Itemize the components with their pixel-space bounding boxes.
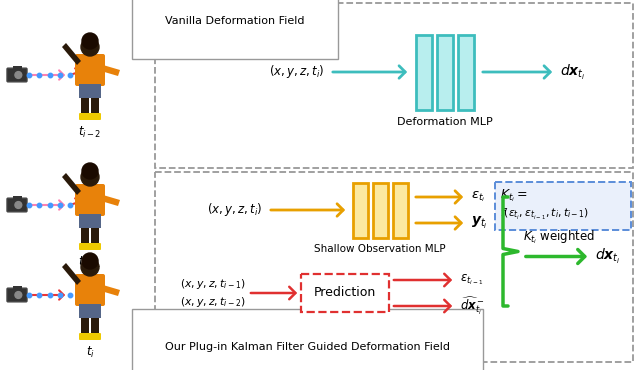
Circle shape [15, 71, 22, 78]
Circle shape [82, 163, 98, 179]
Polygon shape [62, 263, 81, 285]
FancyBboxPatch shape [79, 84, 101, 98]
Text: Deformation MLP: Deformation MLP [397, 117, 493, 127]
Text: $\varepsilon_{t_i}$: $\varepsilon_{t_i}$ [471, 190, 486, 204]
Circle shape [15, 202, 22, 208]
Polygon shape [62, 43, 81, 65]
FancyBboxPatch shape [79, 304, 101, 318]
FancyBboxPatch shape [75, 54, 105, 86]
Text: $(x, y, z, t_i)$: $(x, y, z, t_i)$ [207, 202, 263, 219]
Text: $K_{t_i} =$: $K_{t_i} =$ [500, 188, 527, 204]
FancyBboxPatch shape [79, 333, 91, 340]
FancyBboxPatch shape [91, 228, 99, 244]
FancyBboxPatch shape [89, 333, 101, 340]
FancyBboxPatch shape [301, 274, 389, 312]
Polygon shape [101, 65, 120, 76]
FancyBboxPatch shape [81, 318, 89, 334]
Text: $t_{i-2}$: $t_{i-2}$ [78, 125, 102, 140]
FancyBboxPatch shape [79, 214, 101, 228]
FancyBboxPatch shape [392, 182, 408, 238]
Text: $\boldsymbol{y}_{t_i}$: $\boldsymbol{y}_{t_i}$ [471, 215, 488, 231]
Polygon shape [62, 173, 81, 195]
FancyBboxPatch shape [79, 113, 91, 120]
Text: $(x, y, z, t_i)$: $(x, y, z, t_i)$ [269, 64, 325, 81]
FancyBboxPatch shape [91, 98, 99, 114]
Circle shape [81, 38, 99, 56]
Text: Vanilla Deformation Field: Vanilla Deformation Field [165, 16, 305, 26]
Text: $d\boldsymbol{x}_{t_i}$: $d\boldsymbol{x}_{t_i}$ [560, 63, 586, 81]
Text: Prediction: Prediction [314, 286, 376, 299]
Polygon shape [101, 285, 120, 296]
Text: $\varepsilon_{t_{i-1}}$: $\varepsilon_{t_{i-1}}$ [460, 273, 483, 287]
Circle shape [81, 168, 99, 186]
FancyBboxPatch shape [7, 198, 27, 212]
Text: $f(\varepsilon_{t_i}, \varepsilon_{t_{i-1}}, t_i, t_{i-1})$: $f(\varepsilon_{t_i}, \varepsilon_{t_{i-… [500, 206, 589, 222]
FancyBboxPatch shape [437, 34, 453, 110]
Polygon shape [101, 195, 120, 206]
Circle shape [15, 292, 22, 299]
Text: $t_i$: $t_i$ [86, 345, 95, 360]
FancyBboxPatch shape [7, 68, 27, 82]
FancyBboxPatch shape [75, 274, 105, 306]
Text: $(x, y, z, t_{i-1})$: $(x, y, z, t_{i-1})$ [180, 277, 246, 291]
Text: $\widehat{d\boldsymbol{x}}^-_{t_i}$: $\widehat{d\boldsymbol{x}}^-_{t_i}$ [460, 295, 485, 317]
FancyBboxPatch shape [13, 286, 22, 289]
Text: Our Plug-in Kalman Filter Guided Deformation Field: Our Plug-in Kalman Filter Guided Deforma… [165, 342, 450, 352]
FancyBboxPatch shape [416, 34, 432, 110]
FancyBboxPatch shape [7, 288, 27, 302]
FancyBboxPatch shape [89, 243, 101, 250]
FancyBboxPatch shape [372, 182, 387, 238]
Circle shape [82, 253, 98, 269]
Text: $t_{i-1}$: $t_{i-1}$ [78, 255, 102, 270]
FancyBboxPatch shape [81, 98, 89, 114]
FancyBboxPatch shape [353, 182, 367, 238]
FancyBboxPatch shape [13, 196, 22, 199]
FancyBboxPatch shape [89, 113, 101, 120]
FancyBboxPatch shape [81, 228, 89, 244]
Circle shape [81, 258, 99, 276]
Text: $K_{t_i}$ weighted: $K_{t_i}$ weighted [523, 229, 595, 246]
FancyBboxPatch shape [13, 66, 22, 69]
Text: $d\boldsymbol{x}_{t_i}$: $d\boldsymbol{x}_{t_i}$ [595, 247, 621, 266]
FancyBboxPatch shape [79, 243, 91, 250]
FancyBboxPatch shape [495, 182, 631, 230]
Text: $(x, y, z, t_{i-2})$: $(x, y, z, t_{i-2})$ [180, 295, 246, 309]
FancyBboxPatch shape [75, 184, 105, 216]
Text: Shallow Observation MLP: Shallow Observation MLP [314, 244, 446, 254]
Circle shape [82, 33, 98, 49]
FancyBboxPatch shape [91, 318, 99, 334]
FancyBboxPatch shape [458, 34, 474, 110]
